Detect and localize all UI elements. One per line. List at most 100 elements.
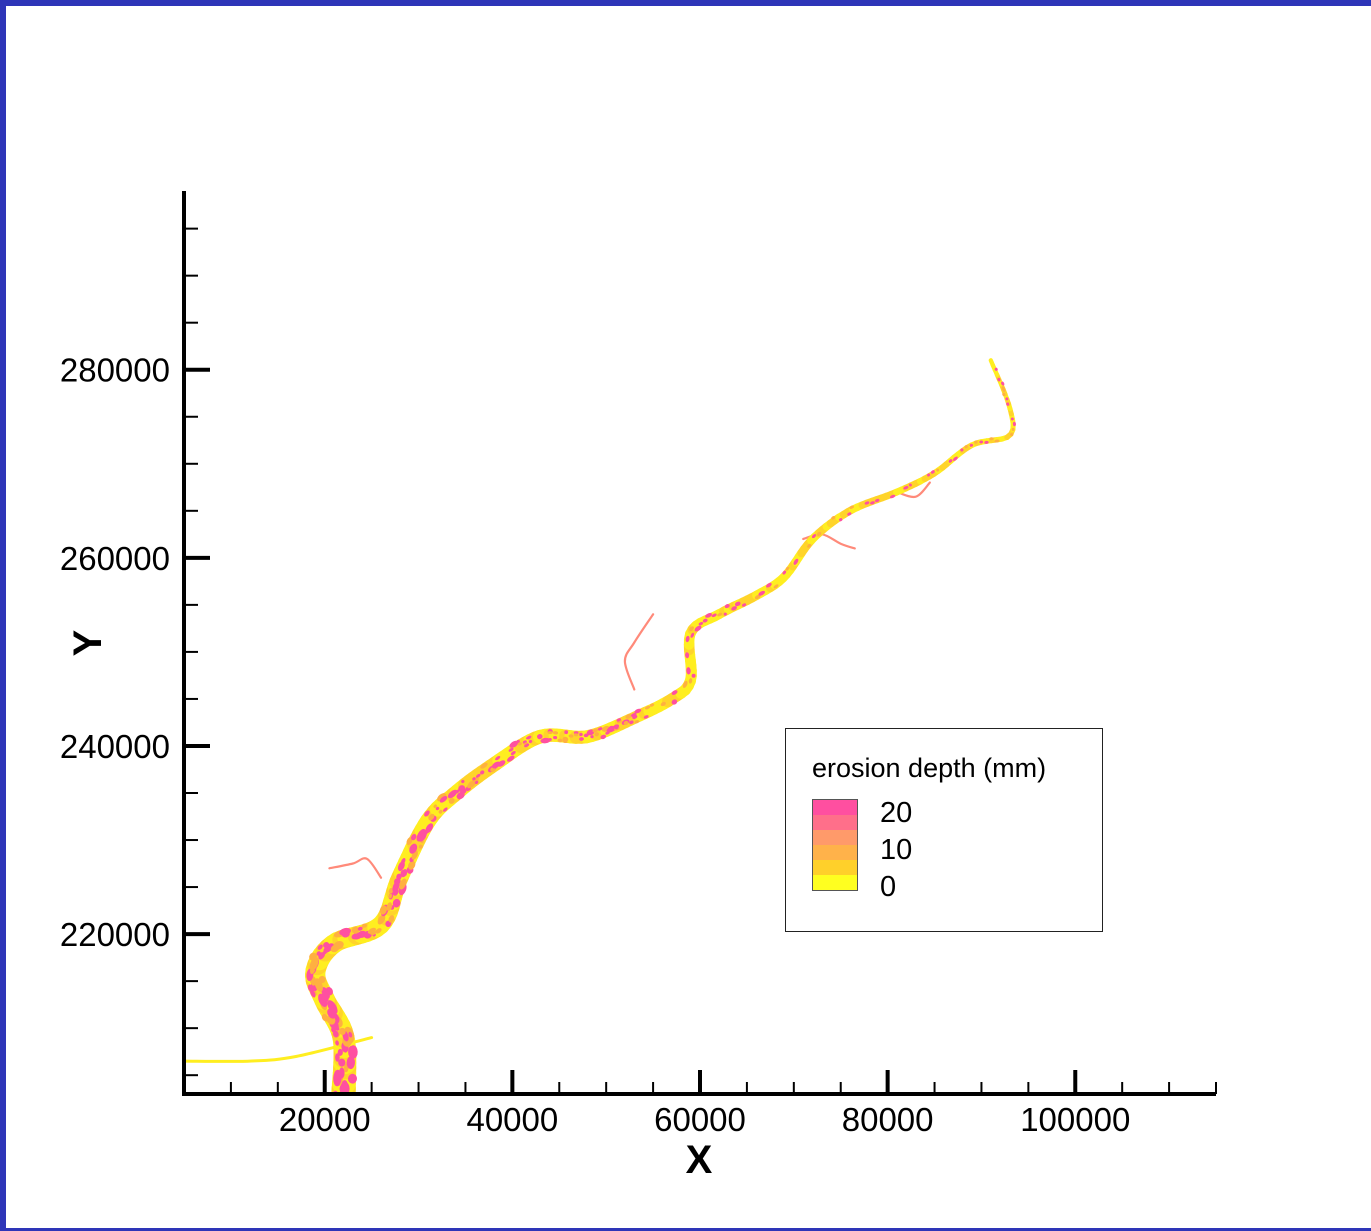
erosion-patch — [994, 367, 998, 371]
erosion-patch — [406, 836, 413, 846]
river-segment — [988, 358, 995, 368]
erosion-patch — [349, 1045, 358, 1059]
x-tick-label: 80000 — [842, 1101, 934, 1138]
erosion-patch — [731, 606, 737, 611]
erosion-patch — [734, 601, 741, 607]
erosion-patch — [688, 678, 693, 684]
erosion-patch — [508, 747, 514, 752]
axes: 20000 40000 60000 80000 100000 220000 240000 26… — [60, 191, 1217, 1138]
erosion-patch — [614, 725, 619, 730]
erosion-patch — [361, 923, 368, 928]
erosion-patch — [685, 652, 690, 659]
erosion-patch — [424, 810, 430, 817]
erosion-patch — [785, 566, 790, 571]
erosion-patch — [685, 635, 690, 643]
erosion-patch — [831, 516, 836, 520]
erosion-patch — [594, 732, 599, 737]
erosion-patch — [309, 952, 318, 961]
y-tick-label: 240000 — [60, 728, 170, 765]
erosion-patch — [650, 703, 655, 707]
legend-color-band — [813, 800, 857, 815]
erosion-patch — [1002, 392, 1006, 397]
erosion-patch — [338, 1067, 345, 1079]
erosion-patch — [394, 878, 399, 884]
erosion-patch — [849, 505, 854, 509]
erosion-patch — [547, 731, 553, 735]
erosion-patch — [357, 926, 363, 931]
erosion-patch — [773, 584, 779, 589]
erosion-patch — [717, 612, 723, 617]
erosion-patch — [341, 1080, 348, 1088]
erosion-patch — [811, 534, 817, 539]
erosion-patch — [516, 739, 520, 743]
erosion-patch — [754, 594, 761, 600]
erosion-patch — [994, 439, 1000, 443]
erosion-patch — [497, 760, 506, 767]
erosion-patch — [623, 720, 629, 726]
erosion-patch — [586, 729, 595, 736]
erosion-patch — [418, 844, 423, 849]
erosion-patch — [433, 804, 437, 808]
erosion-patch — [600, 734, 607, 740]
erosion-patch — [847, 512, 852, 516]
erosion-patch — [758, 590, 765, 596]
erosion-patch — [1001, 381, 1005, 386]
erosion-patch — [889, 494, 896, 499]
erosion-patch — [442, 807, 448, 812]
erosion-patch — [984, 440, 989, 444]
erosion-patch — [321, 1013, 329, 1022]
legend-label-low: 0 — [880, 871, 897, 903]
erosion-patch — [396, 873, 402, 880]
erosion-patch — [394, 901, 398, 905]
erosion-patch — [458, 785, 466, 793]
erosion-patch — [475, 773, 481, 778]
erosion-patch — [320, 998, 325, 1003]
erosion-patch — [335, 1053, 340, 1062]
erosion-patch — [927, 473, 931, 477]
legend-color-band — [813, 815, 857, 830]
erosion-patch — [782, 570, 787, 575]
erosion-patch — [643, 715, 649, 719]
erosion-patch — [495, 755, 501, 761]
erosion-patch — [686, 667, 691, 675]
erosion-patch — [564, 730, 569, 735]
erosion-patch — [793, 558, 799, 565]
x-tick-label: 20000 — [279, 1101, 371, 1138]
erosion-patch — [335, 1040, 339, 1046]
erosion-patch — [874, 498, 880, 503]
y-tick-label: 220000 — [60, 916, 170, 953]
erosion-patch — [694, 625, 702, 632]
tributary-channel — [623, 613, 655, 691]
erosion-patch — [321, 987, 330, 1000]
erosion-patch — [388, 915, 395, 923]
erosion-patch — [439, 795, 448, 803]
erosion-patch — [579, 732, 583, 737]
erosion-patch — [346, 1056, 356, 1070]
erosion-patch — [948, 459, 953, 463]
erosion-patch — [574, 733, 579, 737]
erosion-patch — [644, 705, 651, 710]
erosion-patch — [512, 743, 517, 748]
erosion-patch — [323, 943, 334, 953]
legend: erosion depth (mm) 20 10 0 — [785, 728, 1103, 932]
erosion-patch — [492, 761, 501, 769]
erosion-patch — [952, 456, 958, 461]
erosion-patch — [979, 440, 984, 444]
erosion-patch — [579, 737, 584, 741]
erosion-patch — [573, 731, 579, 735]
erosion-patch — [351, 926, 360, 934]
erosion-patch — [388, 893, 392, 899]
erosion-patch — [689, 626, 694, 632]
erosion-patch — [864, 501, 870, 505]
legend-color-band — [813, 830, 857, 845]
erosion-patch — [632, 715, 638, 719]
erosion-patch — [690, 632, 695, 638]
erosion-patch — [583, 733, 589, 738]
erosion-patch — [936, 468, 940, 472]
erosion-patch — [597, 727, 603, 731]
erosion-patch — [367, 927, 377, 934]
legend-label-mid: 10 — [880, 834, 913, 866]
erosion-patch — [592, 728, 599, 733]
erosion-patch — [528, 739, 533, 744]
erosion-patch — [400, 858, 406, 865]
